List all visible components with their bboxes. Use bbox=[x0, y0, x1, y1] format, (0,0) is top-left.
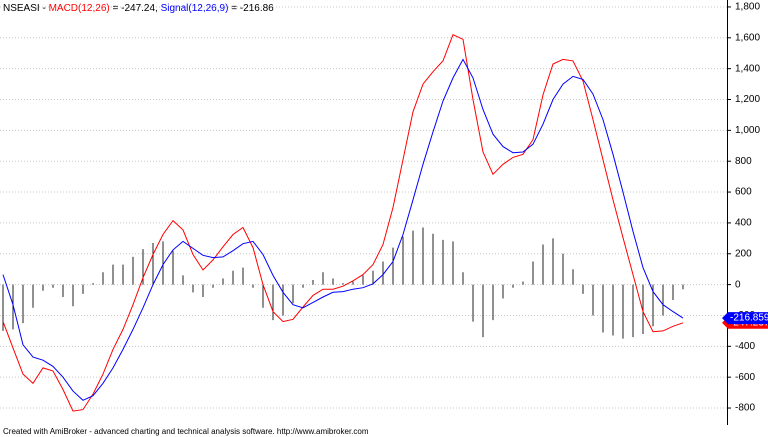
y-tick-label: 200 bbox=[735, 248, 752, 259]
y-tick-label: 1,400 bbox=[735, 63, 760, 74]
end-label: -216.859 bbox=[730, 313, 768, 324]
y-tick-label: 1,200 bbox=[735, 94, 760, 105]
title-part: NSEASI - bbox=[3, 3, 46, 14]
series-line bbox=[2, 58, 684, 401]
y-tick-label: 1,800 bbox=[735, 2, 760, 13]
end-label-box bbox=[722, 312, 768, 325]
title-part: = -216.86 bbox=[231, 3, 274, 14]
y-tick-label: 400 bbox=[735, 218, 752, 229]
legend-entry: MACD(12,26) bbox=[49, 3, 110, 14]
y-tick-label: -600 bbox=[735, 372, 755, 383]
legend-entry: Signal(12,26,9) bbox=[161, 3, 229, 14]
y-tick-label: 1,600 bbox=[735, 32, 760, 43]
y-tick-label: 600 bbox=[735, 187, 752, 198]
end-labels: -247.237-216.859 bbox=[722, 312, 768, 329]
y-tick-label: -800 bbox=[735, 403, 755, 414]
y-tick-label: 800 bbox=[735, 156, 752, 167]
y-tick-label: 1,000 bbox=[735, 125, 760, 136]
y-tick-label: -400 bbox=[735, 341, 755, 352]
plot bbox=[2, 34, 684, 412]
series-line bbox=[2, 34, 684, 412]
y-tick-label: 0 bbox=[735, 279, 741, 290]
footer: Created with AmiBroker - advanced charti… bbox=[3, 427, 369, 436]
chart-title: NSEASI - MACD(12,26) = -247.24, Signal(1… bbox=[3, 3, 274, 14]
title-part: = -247.24, bbox=[113, 3, 158, 14]
